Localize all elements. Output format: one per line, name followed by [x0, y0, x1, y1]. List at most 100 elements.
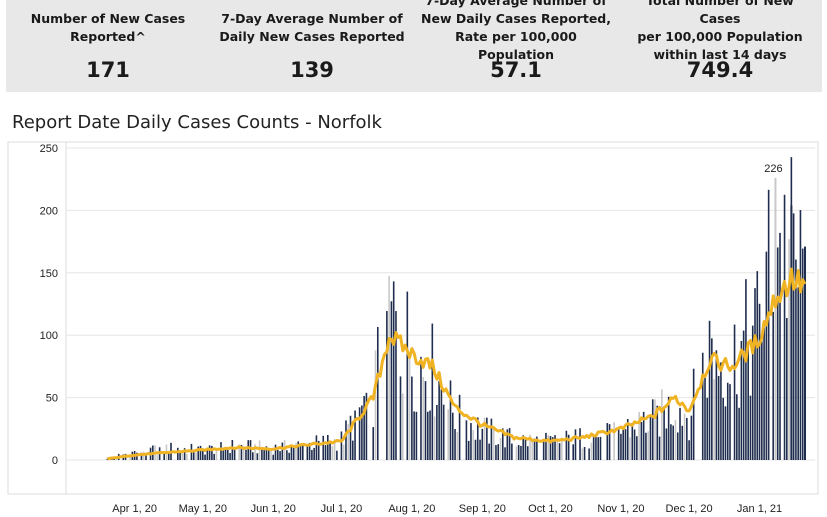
daily-case-bar	[549, 436, 552, 460]
y-tick-label: 150	[40, 268, 58, 280]
daily-case-bar	[801, 248, 804, 460]
daily-case-bar	[140, 452, 143, 460]
daily-case-bar	[572, 444, 575, 460]
daily-case-bar	[376, 326, 379, 460]
daily-case-bar	[758, 303, 761, 460]
daily-case-bar	[742, 330, 745, 460]
daily-case-bar	[724, 406, 727, 460]
daily-case-bar	[663, 408, 665, 460]
daily-case-bar	[324, 445, 327, 460]
daily-case-bar	[492, 426, 495, 460]
daily-case-bar	[406, 291, 409, 460]
x-tick-label: Oct 1, 20	[528, 503, 573, 515]
daily-case-bar	[349, 415, 352, 460]
daily-case-bar	[429, 410, 431, 460]
daily-case-bar	[442, 404, 445, 460]
daily-case-bar	[488, 443, 490, 460]
daily-case-bar	[711, 338, 713, 460]
daily-case-bar	[558, 443, 561, 460]
daily-case-bar	[706, 397, 709, 460]
daily-case-bar	[322, 435, 325, 460]
daily-case-bar	[156, 454, 159, 460]
daily-case-bar	[265, 446, 268, 460]
daily-case-bar	[342, 444, 345, 460]
daily-case-bar	[726, 382, 729, 460]
daily-case-bar	[274, 444, 277, 460]
daily-case-bar	[751, 325, 754, 460]
daily-case-bar	[288, 452, 290, 460]
daily-case-bar	[395, 311, 397, 460]
daily-case-bar	[199, 445, 202, 460]
daily-case-bar	[386, 310, 388, 460]
daily-case-bar	[390, 301, 393, 460]
chart-frame	[7, 141, 819, 495]
daily-case-bar	[606, 423, 609, 460]
daily-case-bar	[490, 418, 493, 460]
x-tick-label: Jun 1, 20	[251, 503, 296, 515]
daily-case-bar	[495, 445, 497, 460]
x-tick-label: Apr 1, 20	[112, 503, 157, 515]
daily-case-bar	[270, 448, 272, 460]
daily-case-bar	[720, 362, 722, 460]
daily-case-bar	[581, 448, 584, 460]
daily-case-bar	[529, 434, 531, 460]
daily-case-bar	[361, 405, 363, 460]
x-tick-label: Aug 1, 20	[388, 503, 435, 515]
daily-case-bar	[636, 436, 638, 460]
kpi-value: 139	[290, 58, 334, 82]
daily-case-bar	[222, 447, 225, 460]
daily-case-bar	[667, 396, 670, 460]
daily-case-bar	[422, 377, 425, 460]
daily-case-bar	[254, 444, 256, 460]
daily-case-bar	[665, 428, 668, 460]
daily-case-bar	[533, 438, 536, 460]
daily-case-bar	[556, 439, 559, 460]
daily-case-bar	[788, 239, 790, 460]
daily-case-bar	[474, 439, 477, 460]
daily-case-bar	[231, 439, 234, 460]
daily-case-bar	[283, 439, 286, 460]
daily-case-bar	[499, 438, 502, 460]
daily-case-bar	[313, 447, 315, 460]
daily-case-bar	[681, 425, 684, 460]
daily-case-bar	[447, 409, 450, 460]
daily-case-bar	[670, 424, 672, 460]
daily-case-bar	[256, 453, 259, 460]
daily-case-bar	[299, 443, 302, 460]
daily-case-bar	[747, 347, 749, 460]
daily-case-bar	[374, 350, 377, 460]
daily-case-bar	[542, 439, 545, 460]
x-tick-label: Jul 1, 20	[321, 503, 363, 515]
daily-case-bar	[531, 440, 534, 460]
daily-case-bar	[206, 449, 209, 460]
daily-case-bar	[595, 434, 597, 460]
daily-case-bar	[745, 279, 747, 460]
daily-case-bar	[588, 448, 590, 460]
daily-case-bar	[331, 446, 334, 460]
daily-case-bar	[433, 416, 436, 460]
daily-case-bar	[654, 399, 656, 460]
daily-case-bar	[520, 445, 522, 460]
daily-case-bar	[333, 439, 336, 460]
daily-case-bar	[267, 448, 270, 460]
daily-case-bar	[622, 429, 625, 460]
daily-case-bar	[765, 251, 768, 460]
daily-case-bar	[472, 430, 475, 460]
daily-case-bar	[145, 453, 147, 460]
daily-case-bar	[372, 427, 375, 460]
daily-case-bar	[740, 340, 743, 460]
daily-case-bar	[786, 317, 788, 460]
daily-case-bar	[583, 446, 586, 460]
daily-case-bar	[701, 352, 704, 460]
daily-case-bar	[506, 429, 509, 460]
daily-case-bar	[211, 445, 213, 460]
daily-case-bar	[347, 424, 350, 460]
daily-case-bar	[481, 428, 484, 460]
kpi-new-cases: Number of New Cases Reported^ 171	[6, 0, 210, 92]
daily-case-bar	[547, 435, 550, 460]
daily-case-bar	[599, 436, 602, 460]
daily-case-bar	[638, 411, 640, 460]
daily-case-bar	[129, 456, 131, 460]
daily-case-bar	[440, 389, 443, 460]
x-tick-label: May 1, 20	[179, 503, 227, 515]
